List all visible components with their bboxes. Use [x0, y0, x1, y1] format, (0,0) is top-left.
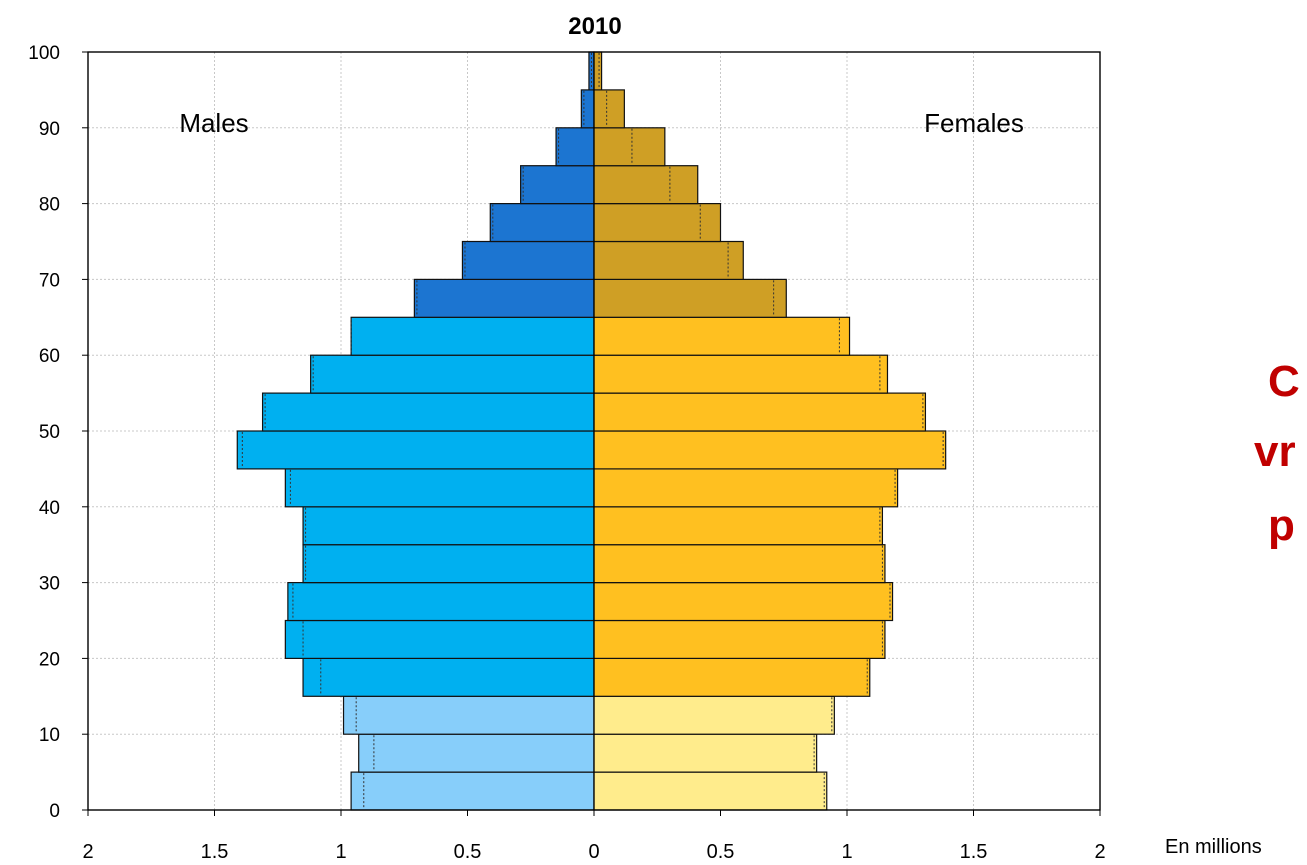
female-bar [593, 430, 947, 470]
male-bar [342, 695, 595, 735]
y-tick-label: 40 [39, 498, 60, 519]
y-tick-label: 70 [39, 270, 60, 291]
side-text-line3: p [1268, 501, 1295, 550]
y-tick-label: 60 [39, 346, 60, 367]
male-bar [413, 278, 595, 318]
y-tick-label: 10 [39, 725, 60, 746]
x-tick-label: 2 [1094, 841, 1105, 863]
side-text-line1: C [1268, 357, 1300, 406]
male-bar [461, 240, 595, 281]
male-bar [284, 619, 595, 660]
male-bar [520, 165, 595, 205]
female-bar [593, 51, 603, 91]
male-bar [302, 544, 595, 584]
x-tick-label: 1.5 [201, 841, 229, 863]
males-label: Males [179, 108, 248, 138]
female-bar [593, 392, 927, 432]
x-tick-label: 1 [335, 841, 346, 863]
female-bar [593, 544, 886, 584]
male-bar [358, 733, 595, 773]
male-bar [302, 506, 595, 546]
female-bar [593, 771, 828, 811]
y-tick-label: 30 [39, 574, 60, 595]
x-tick-label: 0.5 [707, 841, 735, 863]
units-label: En millions [1165, 836, 1262, 858]
male-bar [287, 581, 595, 622]
plot-frame [87, 51, 1101, 811]
male-bar [236, 430, 595, 470]
females-label: Females [924, 108, 1024, 138]
female-bar [593, 240, 744, 281]
female-bar [593, 127, 666, 167]
x-tick-label: 1 [841, 841, 852, 863]
male-bar [350, 316, 595, 356]
y-tick-label: 0 [49, 801, 60, 822]
bars [236, 51, 947, 811]
chart-title: 2010 [568, 13, 621, 40]
male-bar [350, 771, 595, 811]
x-tick-label: 0.5 [454, 841, 482, 863]
x-tick-label: 0 [588, 841, 599, 863]
x-tick-label: 2 [82, 841, 93, 863]
female-bar [593, 165, 699, 205]
female-bar [593, 89, 625, 129]
y-tick-label: 20 [39, 649, 60, 670]
female-bar [593, 619, 886, 660]
female-bar [593, 733, 818, 773]
female-bar [593, 695, 835, 735]
male-bar [310, 354, 595, 394]
male-bar [261, 392, 595, 432]
y-tick-label: 90 [39, 119, 60, 140]
male-bar [555, 127, 595, 167]
y-tick-label: 50 [39, 422, 60, 443]
male-bar [284, 468, 595, 508]
y-tick-label: 100 [28, 43, 60, 64]
female-bar [593, 316, 851, 356]
male-bar [302, 657, 595, 697]
male-bar [489, 203, 595, 243]
female-bar [593, 203, 722, 243]
x-tick-label: 1.5 [960, 841, 988, 863]
side-text-line2: vr [1254, 427, 1296, 476]
female-bar [593, 506, 884, 546]
female-bar [593, 657, 871, 697]
female-bar [593, 278, 787, 318]
y-tick-label: 80 [39, 195, 60, 216]
male-bar [580, 89, 595, 129]
female-bar [593, 581, 894, 622]
female-bar [593, 354, 889, 394]
female-bar [593, 468, 899, 508]
